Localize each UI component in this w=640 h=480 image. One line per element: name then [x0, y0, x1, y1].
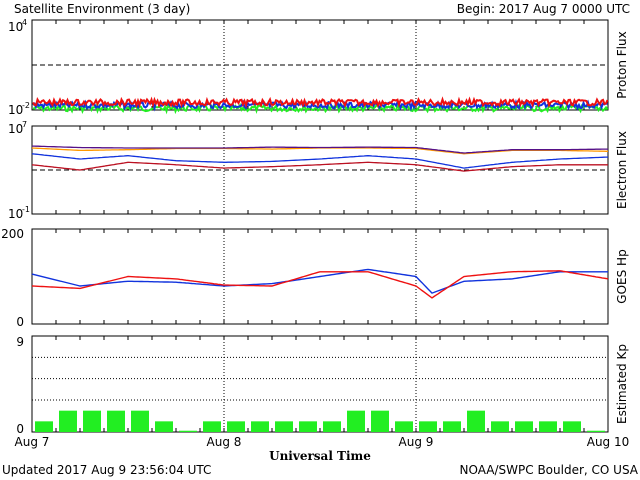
kp-bar — [227, 421, 245, 432]
chart-title: Satellite Environment (3 day) — [14, 2, 190, 16]
kp-bar — [179, 430, 197, 432]
kp-bar — [371, 410, 389, 432]
kp-panel: 9 0 Estimated Kp — [16, 335, 629, 436]
kp-bar — [251, 421, 269, 432]
proton-flux-y-label: Proton Flux — [615, 31, 629, 98]
kp-bar — [563, 421, 581, 432]
x-axis-label: Universal Time — [269, 449, 371, 463]
electron-darkred-series — [31, 161, 608, 172]
kp-bar — [131, 410, 149, 432]
proton-y-max-label-exponent: 4 — [22, 18, 27, 27]
kp-bar — [155, 421, 173, 432]
kp-y-max-label: 9 — [16, 335, 24, 349]
kp-bar — [395, 421, 413, 432]
proton-y-max-label: 10 — [8, 20, 23, 34]
kp-bar — [467, 410, 485, 432]
kp-bar — [203, 421, 221, 432]
goes-hp-blue-series — [31, 268, 608, 294]
x-tick-aug-10: Aug 10 — [587, 435, 630, 449]
kp-bar — [83, 410, 101, 432]
kp-bar — [587, 430, 605, 432]
x-tick-aug-7: Aug 7 — [15, 435, 50, 449]
electron-y-min-label: 10 — [8, 207, 23, 221]
kp-bar — [491, 421, 509, 432]
electron-y-min-label-exponent: -1 — [22, 205, 30, 214]
kp-bar — [515, 421, 533, 432]
goes-hp-y-label: GOES Hp — [615, 249, 629, 303]
kp-bar — [275, 421, 293, 432]
proton-blue-series — [32, 98, 609, 112]
electron-orange-series — [31, 147, 608, 155]
kp-bar — [299, 421, 317, 432]
goes-hp-panel: 200 0 GOES Hp — [1, 227, 629, 329]
kp-bar — [419, 421, 437, 432]
kp-bar — [323, 421, 341, 432]
begin-label: Begin: 2017 Aug 7 0000 UTC — [457, 2, 630, 16]
x-tick-aug-8: Aug 8 — [207, 435, 242, 449]
kp-bar — [347, 410, 365, 432]
electron-purple-series — [32, 145, 608, 154]
kp-bar — [539, 421, 557, 432]
proton-red-series — [32, 96, 609, 109]
kp-bar — [59, 410, 77, 432]
electron-y-max-label-exponent: 7 — [22, 120, 27, 129]
kp-bar — [443, 421, 461, 432]
kp-bar — [107, 410, 125, 432]
goes-hp-red-series — [31, 270, 609, 299]
electron-blue-series — [31, 153, 608, 169]
goes-hp-y-min-label: 0 — [16, 315, 24, 329]
updated-timestamp: Updated 2017 Aug 9 23:56:04 UTC — [2, 463, 211, 477]
electron-flux-y-label: Electron Flux — [615, 131, 629, 209]
kp-bar — [35, 421, 53, 432]
kp-y-min-label: 0 — [16, 422, 24, 436]
electron-y-max-label: 10 — [8, 122, 23, 136]
proton-y-min-label-exponent: -2 — [22, 101, 30, 110]
proton-y-min-label: 10 — [8, 103, 23, 117]
goes-hp-y-max-label: 200 — [1, 227, 24, 241]
kp-y-label: Estimated Kp — [615, 344, 629, 424]
credit-label: NOAA/SWPC Boulder, CO USA — [460, 463, 639, 477]
x-tick-aug-9: Aug 9 — [399, 435, 434, 449]
